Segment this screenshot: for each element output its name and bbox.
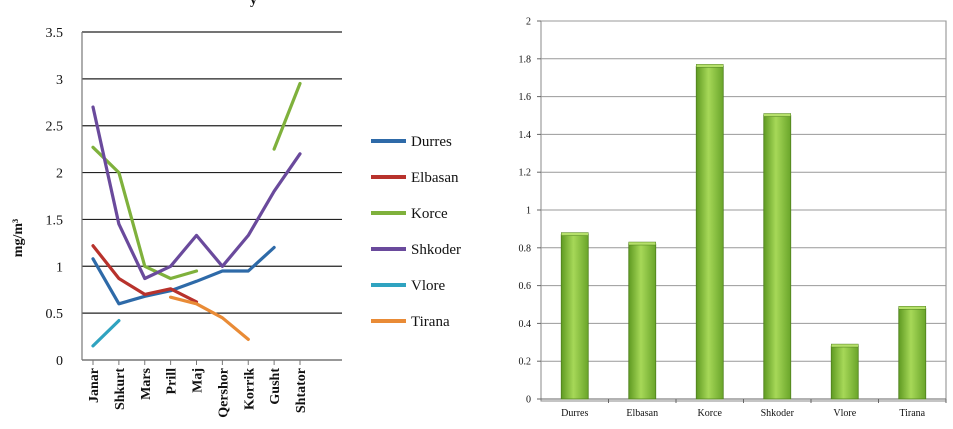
line-series-korce — [91, 145, 199, 281]
bar-chart-y-tick-label: 2 — [526, 17, 531, 28]
bar-chart-plot-border — [540, 20, 947, 402]
bar-korce — [695, 65, 724, 400]
legend-label-elbasan: Elbasan — [411, 170, 459, 186]
line-chart-gridlines — [81, 31, 342, 361]
bar-chart-gridlines — [537, 20, 946, 400]
bar-chart-y-tick-label: 1.8 — [519, 54, 532, 65]
line-chart-y-tick-label: 0 — [56, 354, 63, 369]
line-chart: y mg/m³ 0 0.5 1 1.5 2 2.5 3 3.5 Janar Shkurt Mars… — [11, 0, 461, 418]
line-chart-x-tick-label: Janar — [87, 368, 102, 403]
line-series-elbasan — [91, 244, 199, 304]
bar-chart-y-tick-label: 0 — [526, 395, 531, 406]
legend-label-tirana: Tirana — [411, 314, 450, 330]
legend-label-korce: Korce — [411, 206, 448, 222]
bar-chart-x-tick-label: Korce — [698, 408, 723, 419]
bar-chart-y-tick-label: 1.4 — [519, 130, 532, 141]
legend-label-shkoder: Shkoder — [411, 242, 461, 258]
legend-label-vlore: Vlore — [411, 278, 445, 294]
line-series-shkoder — [91, 105, 302, 281]
line-chart-y-ticks: 0 0.5 1 1.5 2 2.5 3 3.5 — [46, 26, 64, 369]
bar-top-elbasan — [628, 241, 656, 246]
bar-chart-y-tick-label: 1.6 — [519, 92, 532, 103]
line-chart-y-tick-label: 3.5 — [46, 26, 64, 41]
line-chart-series — [91, 81, 302, 348]
line-chart-x-tick-label: Shtator — [294, 368, 309, 413]
bar-tirana — [898, 307, 927, 400]
line-chart-y-tick-label: 2.5 — [46, 120, 64, 135]
bar-chart-y-tick-label: 1 — [526, 206, 531, 217]
line-chart-y-tick-label: 3 — [56, 73, 63, 88]
bar-chart-x-tick-label: Vlore — [833, 408, 856, 419]
line-chart-y-axis-label: mg/m³ — [11, 219, 26, 257]
line-series-vlore — [91, 319, 121, 348]
line-chart-legend: Durres Elbasan Korce Shkoder Vlore Tirana — [371, 134, 461, 330]
line-chart-x-ticks: Janar Shkurt Mars Prill Maj Qershor Korrik Gush… — [87, 360, 309, 418]
legend-label-durres: Durres — [411, 134, 452, 150]
line-series-tirana — [169, 295, 250, 341]
line-chart-title-fragment: y — [250, 0, 257, 8]
bar-chart-y-tick-label: 0.8 — [519, 243, 532, 254]
bar-shkoder — [763, 115, 792, 400]
bar-top-durres — [561, 232, 589, 236]
line-chart-x-tick-label: Shkurt — [113, 368, 128, 410]
line-chart-x-tick-label: Mars — [139, 367, 154, 399]
bar-chart-x-tick-label: Durres — [561, 408, 588, 419]
line-chart-y-tick-label: 2 — [56, 167, 63, 182]
line-chart-x-tick-label: Korrik — [242, 368, 257, 410]
bar-chart-x-ticks: Durres Elbasan Korce Shkoder Vlore Tirana — [561, 399, 947, 419]
line-chart-x-tick-label: Gusht — [268, 368, 283, 405]
line-chart-y-tick-label: 1 — [56, 260, 63, 275]
line-chart-y-tick-label: 0.5 — [46, 307, 64, 322]
bar-top-korce — [696, 64, 724, 68]
bar-chart-x-tick-label: Shkoder — [761, 408, 795, 419]
bar-vlore — [830, 345, 859, 400]
bar-top-shkoder — [763, 113, 791, 117]
bar-chart-y-tick-label: 1.2 — [519, 168, 532, 179]
bar-chart-y-ticks: 0 0.2 0.4 0.6 0.8 1 1.2 1.4 1.6 1.8 2 — [519, 17, 532, 406]
bar-chart-y-tick-label: 0.2 — [519, 357, 532, 368]
bar-chart-y-tick-label: 0.4 — [519, 319, 532, 330]
bar-top-vlore — [831, 343, 859, 348]
bar-chart-x-tick-label: Tirana — [899, 408, 925, 419]
line-chart-y-tick-label: 1.5 — [46, 213, 64, 228]
line-series-durres — [91, 245, 276, 306]
line-chart-x-tick-label: Prill — [165, 368, 180, 395]
bar-top-tirana — [898, 306, 926, 310]
line-chart-x-tick-label: Qershor — [216, 368, 231, 418]
bar-durres — [560, 234, 589, 400]
bar-chart: 0 0.2 0.4 0.6 0.8 1 1.2 1.4 1.6 1.8 2 Durres Elbasa… — [519, 17, 947, 419]
bar-chart-bars — [560, 64, 927, 400]
line-series-korce — [272, 81, 302, 151]
bar-elbasan — [628, 243, 657, 400]
bar-chart-x-tick-label: Elbasan — [626, 408, 658, 419]
bar-chart-y-tick-label: 0.6 — [519, 281, 532, 292]
line-chart-x-tick-label: Maj — [191, 368, 206, 393]
